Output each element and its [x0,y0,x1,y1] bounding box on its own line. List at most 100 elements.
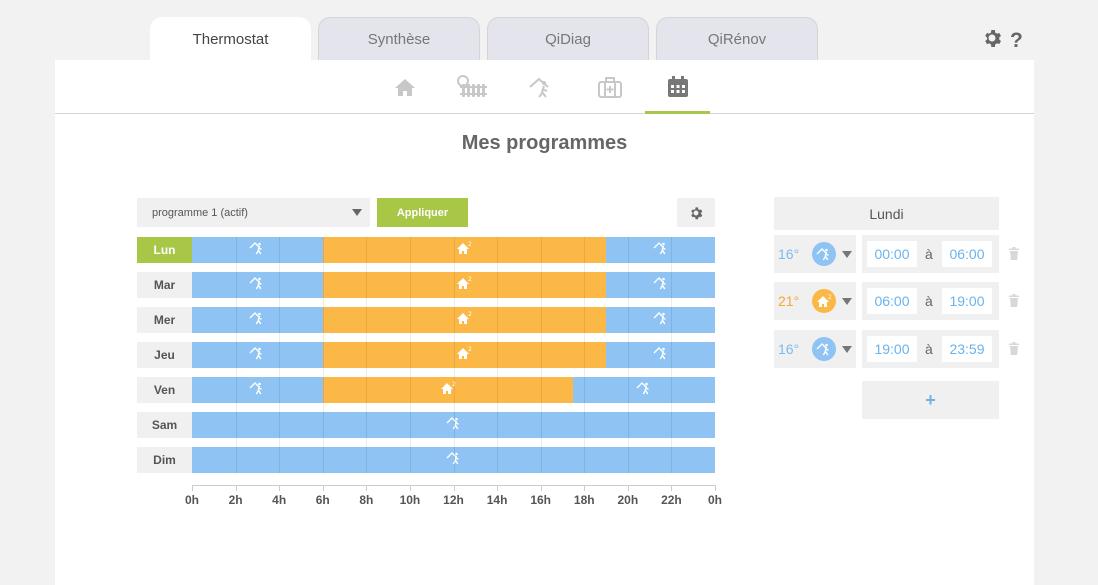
slot-end-time[interactable]: 19:00 [942,288,992,314]
add-slot-button[interactable]: + [862,381,999,419]
away-icon [653,240,669,261]
trash-icon[interactable] [1009,247,1019,265]
axis-tick-label: 16h [530,493,551,507]
away-icon[interactable] [812,242,836,266]
eco-segment[interactable] [192,342,323,368]
home-icon: 2 [456,240,472,261]
subnav-active-indicator [645,111,710,114]
axis-tick-label: 20h [617,493,639,507]
main-panel: Mes programmes programme 1 (actif) Appli… [55,60,1034,585]
axis-tick-label: 22h [661,493,682,507]
home-icon: 2 [456,275,472,296]
slot-temperature: 21° [778,293,800,309]
axis-tick-label: 0h [707,493,722,507]
day-label[interactable]: Jeu [137,342,192,368]
comfort-segment[interactable]: 2 [322,342,607,368]
axis-tick [235,485,237,491]
slot-time-cell: 00:00 à 06:00 [862,235,999,273]
gridline [497,237,499,473]
eco-segment[interactable] [192,377,323,403]
day-label[interactable]: Ven [137,377,192,403]
day-label[interactable]: Mer [137,307,192,333]
calendar-icon[interactable] [658,72,698,102]
chevron-down-icon[interactable] [842,298,852,305]
eco-segment[interactable] [606,272,715,298]
suitcase-icon[interactable] [590,72,630,102]
away-icon[interactable] [812,337,836,361]
away-icon [446,415,462,436]
axis-tick [366,485,368,491]
home-icon: 2 [456,345,472,366]
page-title: Mes programmes [461,132,628,154]
axis-tick-label: 12h [443,493,464,507]
gear-icon [691,206,703,219]
eco-segment[interactable] [192,447,715,473]
eco-segment[interactable] [606,307,715,333]
slot-start-time[interactable]: 19:00 [867,336,917,362]
trash-icon[interactable] [1009,342,1019,360]
home-icon: 2 [440,380,456,401]
help-icon[interactable]: ? [1010,28,1023,52]
chevron-down-icon[interactable] [842,251,852,258]
eco-segment[interactable] [606,342,715,368]
day-label[interactable]: Lun [137,237,192,263]
day-row: Lun 2 [137,237,715,263]
day-row: Mer 2 [137,307,715,333]
gear-icon[interactable] [982,28,1002,53]
program-select-value: programme 1 (actif) [152,206,248,219]
chevron-down-icon[interactable] [842,346,852,353]
gridline [235,237,237,473]
away-icon [249,380,265,401]
day-label[interactable]: Mar [137,272,192,298]
sub-navigation [55,60,1034,114]
away-icon [653,345,669,366]
eco-segment[interactable] [606,237,715,263]
svg-text:2: 2 [468,346,472,353]
comfort-segment[interactable]: 2 [322,377,574,403]
home-icon: 2 [456,310,472,331]
tab-synthese[interactable]: Synthèse [318,17,480,60]
radiator-icon[interactable] [452,72,492,102]
day-row: Ven 2 [137,377,715,403]
eco-segment[interactable] [192,307,323,333]
axis-tick-label: 0h [184,493,199,507]
apply-button[interactable]: Appliquer [377,198,468,227]
home-icon[interactable] [385,72,425,102]
program-settings-button[interactable] [677,198,715,227]
axis-tick [453,485,455,491]
day-label[interactable]: Dim [137,447,192,473]
program-select[interactable]: programme 1 (actif) [137,198,370,227]
tab-qidiag[interactable]: QiDiag [487,17,649,60]
slot-start-time[interactable]: 00:00 [867,241,917,267]
axis-tick [540,485,542,491]
svg-text:2: 2 [468,276,472,283]
eco-segment[interactable] [192,272,323,298]
trash-icon[interactable] [1009,294,1019,312]
eco-segment[interactable] [573,377,715,403]
comfort-segment[interactable]: 2 [322,307,607,333]
comfort-segment[interactable]: 2 [322,237,607,263]
axis-tick-label: 18h [573,493,595,507]
tab-qirenov[interactable]: QiRénov [656,17,818,60]
svg-text:2: 2 [452,381,456,388]
eco-segment[interactable] [192,412,715,438]
day-row: Sam [137,412,715,438]
svg-text:2: 2 [828,294,832,301]
away-icon [446,450,462,471]
tab-thermostat[interactable]: Thermostat [150,17,311,60]
gridline [584,237,586,473]
axis-tick [497,485,499,491]
away-icon[interactable] [521,72,561,102]
eco-segment[interactable] [192,237,323,263]
away-icon [249,275,265,296]
axis-tick [671,485,673,491]
slot-end-time[interactable]: 23:59 [942,336,992,362]
slot-mode-cell: 16° [774,235,856,273]
comfort-segment[interactable]: 2 [322,272,607,298]
home-icon[interactable]: 2 [812,289,836,313]
slot-time-cell: 06:00 à 19:00 [862,282,999,320]
axis-tick-label: 4h [272,493,287,507]
day-label[interactable]: Sam [137,412,192,438]
slot-start-time[interactable]: 06:00 [867,288,917,314]
slot-end-time[interactable]: 06:00 [942,241,992,267]
